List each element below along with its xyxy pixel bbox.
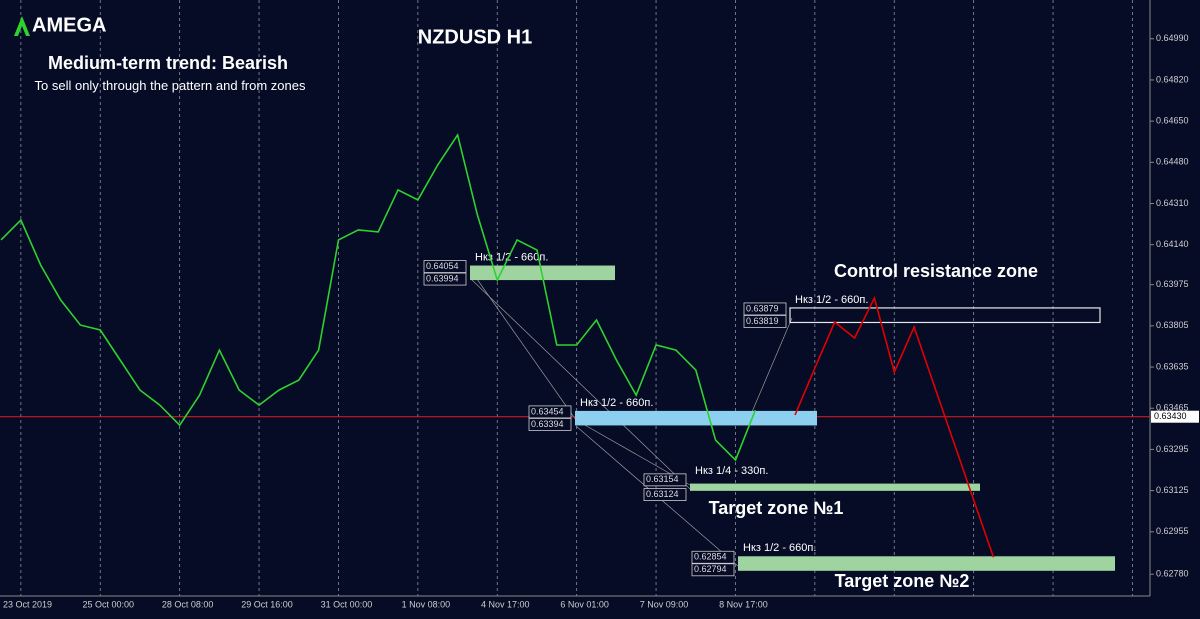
guide-line bbox=[751, 317, 793, 413]
current-price-box bbox=[1151, 410, 1199, 423]
y-tick-label: 0.62780 bbox=[1156, 569, 1189, 579]
zone-price-box bbox=[691, 550, 735, 564]
zone-price-box bbox=[691, 563, 735, 577]
zone-label: Нкз 1/2 - 660п. bbox=[795, 294, 868, 306]
zone-label: Нкз 1/2 - 660п. bbox=[475, 251, 548, 263]
y-tick-label: 0.63635 bbox=[1156, 361, 1189, 371]
zone-price-box bbox=[643, 488, 687, 501]
y-tick-label: 0.63975 bbox=[1156, 279, 1189, 289]
x-tick-label: 23 Oct 2019 bbox=[3, 599, 52, 609]
zone bbox=[690, 483, 980, 491]
y-tick-label: 0.63805 bbox=[1156, 320, 1189, 330]
y-tick-label: 0.64310 bbox=[1156, 198, 1189, 208]
y-tick-label: 0.63125 bbox=[1156, 485, 1189, 495]
zone-price-label: 0.62794 bbox=[694, 564, 727, 574]
zone-label: Нкз 1/4 - 330п. bbox=[695, 465, 768, 477]
zone-label: Нкз 1/2 - 660п. bbox=[743, 542, 816, 554]
y-tick-label: 0.62955 bbox=[1156, 526, 1189, 536]
y-tick-label: 0.64820 bbox=[1156, 74, 1189, 84]
x-tick-label: 8 Nov 17:00 bbox=[719, 599, 768, 609]
zone-price-label: 0.63124 bbox=[646, 489, 679, 499]
zone-label: Нкз 1/2 - 660п. bbox=[580, 397, 653, 409]
price-line bbox=[0, 132, 757, 462]
y-tick-label: 0.63465 bbox=[1156, 403, 1189, 413]
y-tick-label: 0.64480 bbox=[1156, 157, 1189, 167]
current-price-label: 0.63430 bbox=[1154, 411, 1187, 421]
note-box: To sell only through the pattern and fro… bbox=[34, 78, 306, 93]
annotation: Target zone №1 bbox=[709, 498, 844, 518]
zone-price-box bbox=[643, 473, 687, 487]
zone-price-box bbox=[743, 315, 787, 328]
marks: 23 Oct 2019 25 Oct 00:00 28 Oct 08:00 29 Oc… bbox=[0, 33, 1199, 609]
y-tick-label: 0.64140 bbox=[1156, 239, 1189, 249]
chart-subtitle: Medium-term trend: Bearish bbox=[48, 53, 288, 73]
zone-price-box bbox=[528, 418, 572, 431]
chart-title: NZDUSD H1 bbox=[418, 26, 532, 48]
guide-line bbox=[471, 279, 691, 490]
logo-icon bbox=[14, 16, 30, 36]
y-tick-label: 0.64650 bbox=[1156, 116, 1189, 126]
price-line bbox=[794, 295, 995, 558]
x-tick-label: 7 Nov 09:00 bbox=[640, 599, 689, 609]
note: To sell only through the pattern and fro… bbox=[34, 78, 306, 93]
zone-price-box bbox=[423, 272, 467, 286]
zone-price-label: 0.63819 bbox=[746, 316, 779, 326]
zone-price-label: 0.63154 bbox=[646, 474, 679, 484]
zone-price-label: 0.62854 bbox=[694, 552, 727, 562]
zone-price-label: 0.63994 bbox=[426, 273, 459, 283]
y-tick-label: 0.63295 bbox=[1156, 444, 1189, 454]
annotation: Target zone №2 bbox=[835, 571, 970, 591]
zone-price-label: 0.63879 bbox=[746, 303, 779, 313]
zone-price-box bbox=[528, 405, 572, 419]
zone-price-box bbox=[423, 260, 467, 273]
x-tick-label: 1 Nov 08:00 bbox=[402, 599, 451, 609]
x-tick-label: 6 Nov 01:00 bbox=[560, 599, 609, 609]
x-tick-label: 28 Oct 08:00 bbox=[162, 599, 214, 609]
x-tick-label: 29 Oct 16:00 bbox=[241, 599, 293, 609]
zone bbox=[789, 307, 1101, 324]
zone-price-label: 0.63454 bbox=[531, 406, 564, 416]
x-tick-label: 31 Oct 00:00 bbox=[321, 599, 373, 609]
x-tick-label: 4 Nov 17:00 bbox=[481, 599, 530, 609]
zone-price-box bbox=[743, 302, 787, 316]
zone-price-label: 0.64054 bbox=[426, 261, 459, 271]
annotation: Control resistance zone bbox=[834, 261, 1038, 281]
zone-price-label: 0.63394 bbox=[531, 419, 564, 429]
logo: AMEGA bbox=[32, 14, 106, 36]
zone bbox=[738, 556, 1115, 571]
y-tick-label: 0.64990 bbox=[1156, 33, 1189, 43]
zone bbox=[575, 410, 817, 426]
x-tick-label: 25 Oct 00:00 bbox=[82, 599, 134, 609]
